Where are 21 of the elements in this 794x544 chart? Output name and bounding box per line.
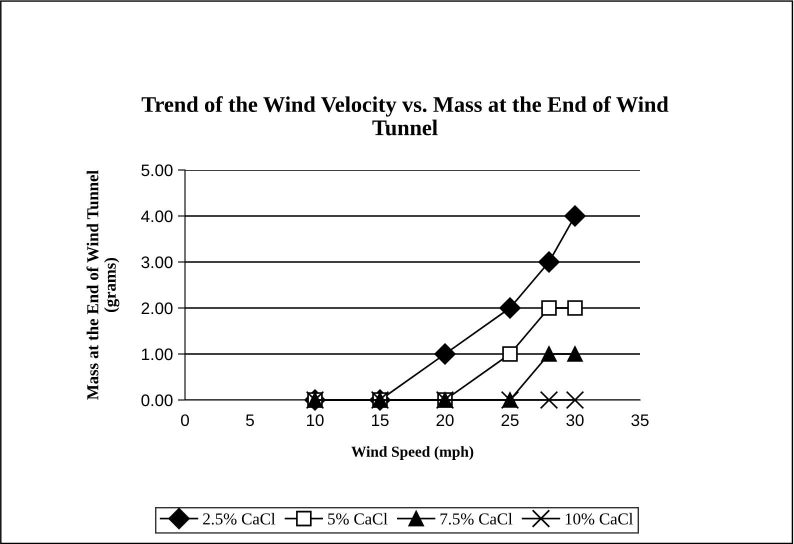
x-axis-title: Wind Speed (mph) xyxy=(351,446,474,460)
x-tick-label: 25 xyxy=(502,414,519,426)
legend-label: 10% CaCl xyxy=(566,512,633,525)
chart-title: Trend of the Wind Velocity vs. Mass at the End of Wind Tunnel xyxy=(142,96,668,136)
y-axis-title: Mass at the End of Wind Tunnel (grams) xyxy=(86,170,120,400)
x-tick-label: 10 xyxy=(307,414,324,426)
y-tick-label: 0.00 xyxy=(141,394,173,406)
y-tick-label: 4.00 xyxy=(141,210,173,222)
legend-label: 2.5% CaCl xyxy=(203,512,276,525)
x-tick-label: 35 xyxy=(631,414,649,426)
x-tick-label: 5 xyxy=(246,414,254,426)
x-tick-label: 20 xyxy=(436,414,454,426)
legend-label: 7.5% CaCl xyxy=(440,512,512,525)
x-tick-label: 15 xyxy=(372,414,389,426)
y-tick-label: 3.00 xyxy=(141,256,173,268)
y-tick-label: 2.00 xyxy=(142,302,173,314)
legend-label: 5% CaCl xyxy=(328,512,388,525)
x-tick-label: 0 xyxy=(181,414,189,426)
y-tick-label: 1.00 xyxy=(142,348,173,360)
y-tick-label: 5.00 xyxy=(141,164,173,176)
x-tick-label: 30 xyxy=(566,414,584,426)
